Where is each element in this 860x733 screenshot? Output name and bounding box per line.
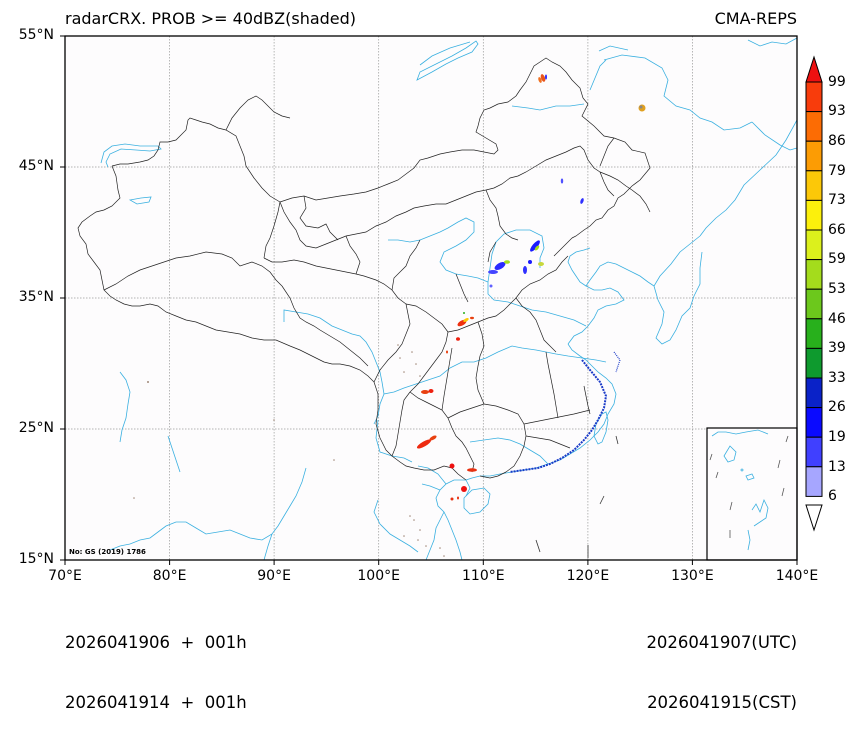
colorbar-label-99: 99 (828, 74, 846, 90)
map-plot (60, 35, 823, 565)
colorbar-label-33: 33 (828, 370, 846, 386)
colorbar-label-19: 19 (828, 429, 846, 445)
colorbar-label-39: 39 (828, 340, 846, 356)
borders (77, 57, 651, 481)
colorbar-label-79: 79 (828, 163, 846, 179)
south-china-sea-inset (706, 427, 798, 561)
xtick-100e: 100°E (357, 568, 400, 584)
map-approval-number: No: GS (2019) 1786 (69, 548, 146, 556)
colorbar-max-extension (805, 55, 823, 83)
ytick-15n: 15°N (18, 551, 54, 567)
xtick-90e: 90°E (257, 568, 291, 584)
coastlines-rivers (100, 37, 798, 561)
colorbar-label-13: 13 (828, 459, 846, 475)
valid-time-block: 2026041907(UTC) 2026041915(CST) (646, 593, 797, 733)
xtick-130e: 130°E (671, 568, 714, 584)
init-time-utc: 2026041906 + 001h (65, 633, 247, 652)
colorbar-label-73: 73 (828, 192, 846, 208)
colorbar-label-66: 66 (828, 222, 846, 238)
colorbar-label-93: 93 (828, 103, 846, 119)
ytick-45n: 45°N (18, 158, 54, 174)
colorbar (805, 55, 823, 532)
colorbar-label-6: 6 (828, 488, 837, 504)
xtick-80e: 80°E (152, 568, 187, 584)
colorbar-label-46: 46 (828, 311, 846, 327)
main-nine-dash (535, 435, 619, 558)
init-time-block: 2026041906 + 001h 2026041914 + 001h (65, 593, 247, 733)
gridlines (65, 36, 797, 560)
colorbar-min-extension (805, 504, 823, 532)
xtick-140e: 140°E (775, 568, 819, 584)
inset-nine-dash (709, 435, 789, 538)
ytick-25n: 25°N (18, 420, 54, 436)
colorbar-label-86: 86 (828, 133, 846, 149)
colorbar-label-53: 53 (828, 281, 846, 297)
valid-time-cst: 2026041915(CST) (647, 693, 797, 712)
ytick-55n: 55°N (18, 27, 54, 43)
init-time-cst: 2026041914 + 001h (65, 693, 247, 712)
xtick-120e: 120°E (566, 568, 610, 584)
colorbar-label-26: 26 (828, 399, 846, 415)
colorbar-label-59: 59 (828, 251, 846, 267)
xtick-110e: 110°E (462, 568, 505, 584)
ytick-35n: 35°N (18, 289, 54, 305)
inset-features (711, 429, 769, 551)
xtick-70e: 70°E (48, 568, 82, 584)
tick-marks (60, 35, 798, 565)
valid-time-utc: 2026041907(UTC) (646, 633, 797, 652)
chart-title: radarCRX. PROB >= 40dBZ(shaded) (65, 9, 357, 28)
model-name: CMA-REPS (714, 9, 797, 28)
